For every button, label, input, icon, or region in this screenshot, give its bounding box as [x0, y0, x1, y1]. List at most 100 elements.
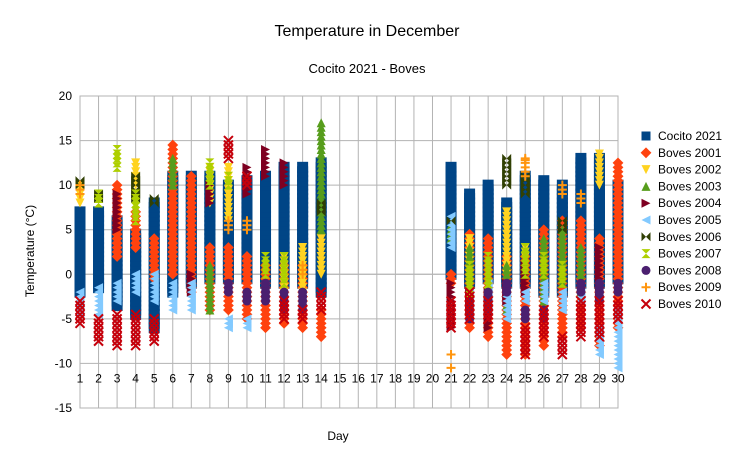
- data-point: [594, 322, 605, 333]
- data-point: [75, 180, 85, 190]
- data-point: [279, 251, 289, 261]
- legend: Cocito 2021 Boves 2001 Boves 2002 Boves 200…: [640, 129, 722, 311]
- data-point: [186, 269, 196, 279]
- data-point: [205, 167, 215, 177]
- data-point: [112, 149, 122, 159]
- data-point: [204, 242, 216, 253]
- data-point: [520, 155, 530, 165]
- x-tick-label: 4: [132, 371, 139, 385]
- data-point: [445, 268, 457, 280]
- data-point: [131, 158, 141, 168]
- data-point: [465, 260, 475, 270]
- x-tick-label: 10: [240, 371, 254, 385]
- data-point: [612, 313, 624, 325]
- data-point: [148, 318, 160, 329]
- x-tick-label: 25: [519, 371, 533, 385]
- x-tick-label: 2: [95, 371, 102, 385]
- x-tick-label: 20: [426, 371, 440, 385]
- legend-label: Cocito 2021: [658, 129, 722, 143]
- data-point: [167, 139, 179, 151]
- legend-label: Boves 2002: [658, 163, 722, 177]
- data-point: [465, 274, 475, 284]
- data-point: [594, 313, 605, 325]
- data-point: [74, 318, 86, 329]
- data-point: [575, 152, 587, 164]
- series-boves-2010: [74, 135, 624, 360]
- x-tick-label: 14: [314, 371, 328, 385]
- data-point: [539, 256, 549, 266]
- data-point: [482, 233, 494, 245]
- y-tick-label: -5: [61, 312, 72, 326]
- legend-item: Boves 2008: [641, 263, 722, 277]
- data-point: [278, 295, 290, 307]
- data-point: [483, 269, 493, 279]
- data-point: [223, 242, 234, 253]
- data-point: [594, 295, 605, 307]
- data-point: [612, 304, 624, 316]
- legend-item: Cocito 2021: [641, 129, 722, 143]
- x-tick-label: 22: [463, 371, 477, 385]
- data-point: [131, 194, 141, 204]
- data-point: [298, 243, 308, 253]
- y-tick-label: 0: [65, 267, 72, 281]
- data-point: [315, 286, 327, 298]
- data-point: [445, 322, 457, 333]
- data-point: [279, 269, 289, 279]
- data-point: [131, 202, 141, 212]
- data-point: [557, 180, 567, 190]
- legend-marker: [641, 165, 651, 175]
- data-point: [613, 278, 623, 288]
- data-point: [482, 179, 494, 191]
- data-point: [465, 278, 475, 288]
- x-tick-label: 3: [114, 371, 121, 385]
- data-point: [315, 295, 327, 307]
- data-point: [223, 180, 233, 190]
- data-point: [464, 286, 475, 298]
- data-point: [223, 144, 234, 155]
- data-point: [223, 171, 233, 181]
- data-point: [465, 243, 475, 253]
- data-point: [261, 278, 271, 288]
- data-point: [538, 331, 550, 342]
- data-point: [297, 304, 308, 316]
- data-point: [446, 278, 456, 288]
- data-point: [538, 304, 550, 316]
- x-tick-label: 18: [389, 371, 403, 385]
- data-point: [482, 300, 494, 311]
- data-point: [93, 313, 104, 325]
- data-point: [111, 331, 123, 342]
- legend-item: Boves 2003: [641, 179, 722, 193]
- data-point: [464, 304, 475, 316]
- legend-label: Boves 2001: [658, 146, 722, 160]
- data-point: [242, 216, 252, 226]
- x-tick-label: 27: [556, 371, 570, 385]
- data-point: [316, 198, 326, 208]
- data-point: [242, 162, 252, 172]
- data-point: [111, 340, 123, 351]
- data-point: [111, 327, 123, 338]
- chart-subtitle: Cocito 2021 - Boves: [308, 61, 426, 76]
- data-point: [483, 260, 493, 270]
- data-point: [297, 161, 309, 173]
- data-point: [241, 251, 253, 262]
- data-point: [520, 287, 530, 297]
- data-point: [520, 305, 530, 315]
- data-point: [297, 313, 308, 325]
- data-point: [594, 243, 604, 253]
- plot-area: [74, 118, 624, 373]
- data-point: [539, 251, 549, 261]
- data-point: [279, 274, 289, 284]
- data-point: [315, 300, 327, 311]
- x-tick-label: 12: [277, 371, 291, 385]
- legend-label: Boves 2006: [658, 230, 722, 244]
- legend-label: Boves 2010: [658, 297, 722, 311]
- data-point: [168, 278, 178, 288]
- legend-item: Boves 2006: [641, 230, 722, 244]
- data-point: [482, 313, 494, 325]
- data-point: [74, 300, 86, 311]
- data-point: [112, 144, 122, 154]
- data-point: [594, 331, 605, 342]
- data-point: [502, 260, 512, 270]
- data-point: [612, 309, 624, 320]
